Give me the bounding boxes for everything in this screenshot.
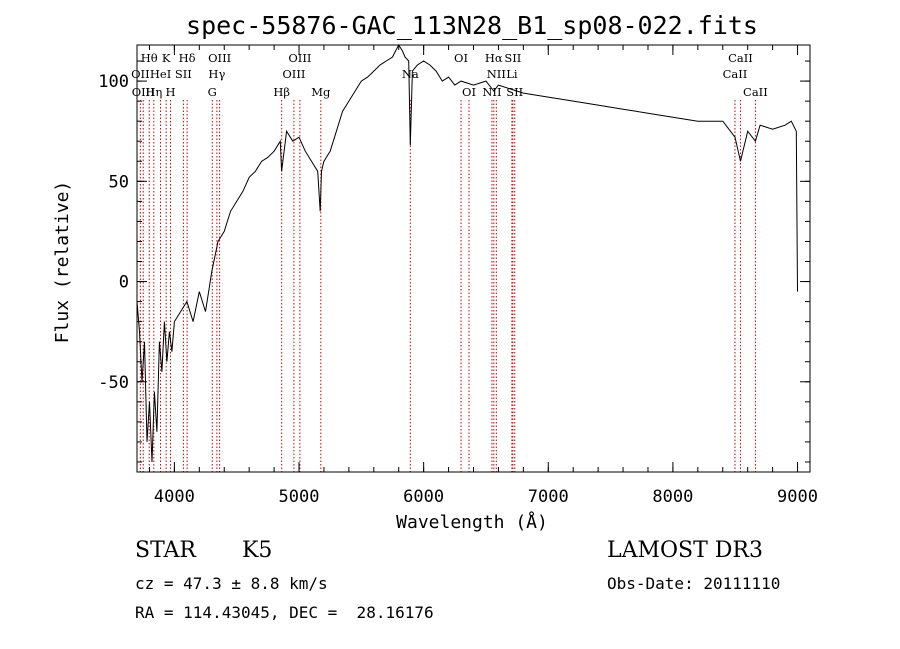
x-axis-ticks: 4000 5000 6000 7000 8000 9000 xyxy=(148,45,818,507)
plot-frame xyxy=(136,44,811,473)
x-tick-label: 4000 xyxy=(154,487,195,507)
line-label: Hβ xyxy=(273,85,290,99)
line-label: SII xyxy=(175,67,192,81)
line-label: K xyxy=(162,51,171,65)
object-class: STAR xyxy=(135,538,196,563)
x-tick-label: 8000 xyxy=(652,487,693,507)
chart-title: spec-55876-GAC_113N28_B1_sp08-022.fits xyxy=(186,11,758,40)
line-label: CaII xyxy=(723,67,748,81)
y-tick-label: 0 xyxy=(119,273,129,293)
line-label: OII xyxy=(131,67,150,81)
spectral-line-markers xyxy=(139,100,756,472)
line-label: NII xyxy=(487,67,506,81)
survey-name: LAMOST DR3 xyxy=(607,538,763,563)
x-axis-label: Wavelength (Å) xyxy=(396,511,548,533)
line-label: Hα xyxy=(485,51,503,65)
y-axis-label: Flux (relative) xyxy=(52,181,73,344)
y-tick-label: -50 xyxy=(98,373,129,393)
line-label: OI xyxy=(454,51,468,65)
line-label: Na xyxy=(402,67,419,81)
line-label: OI xyxy=(462,85,476,99)
line-label: CaII xyxy=(728,51,753,65)
coordinates: RA = 114.43045, DEC = 28.16176 xyxy=(135,603,434,622)
line-label: OIII xyxy=(282,67,305,81)
line-label: CaII xyxy=(743,85,768,99)
spectrum-line xyxy=(136,43,798,463)
object-subclass: K5 xyxy=(242,538,273,563)
redshift-velocity: cz = 47.3 ± 8.8 km/s xyxy=(135,574,328,593)
line-label: Li xyxy=(506,67,518,81)
spectrum-chart: spec-55876-GAC_113N28_B1_sp08-022.fits H… xyxy=(52,11,818,533)
x-tick-label: 5000 xyxy=(279,487,320,507)
line-label: Hδ xyxy=(179,51,196,65)
line-label: H xyxy=(166,85,176,99)
line-label: NII xyxy=(482,85,501,99)
line-label: OIII xyxy=(208,51,231,65)
line-label: G xyxy=(208,85,217,99)
line-label: Hγ xyxy=(208,67,225,81)
y-tick-label: 100 xyxy=(98,72,129,92)
line-label: Hθ xyxy=(141,51,158,65)
x-tick-label: 9000 xyxy=(777,487,818,507)
x-tick-label: 6000 xyxy=(403,487,444,507)
x-tick-label: 7000 xyxy=(528,487,569,507)
line-label: SII xyxy=(504,51,521,65)
y-tick-label: 50 xyxy=(109,172,129,192)
line-label: OIII xyxy=(288,51,311,65)
y-axis-ticks: -50 0 50 100 xyxy=(98,60,810,463)
line-label: HeI xyxy=(150,67,171,81)
line-label: Mg xyxy=(311,85,331,99)
observation-date: Obs-Date: 20111110 xyxy=(607,574,781,593)
line-label: Hη xyxy=(145,85,162,99)
